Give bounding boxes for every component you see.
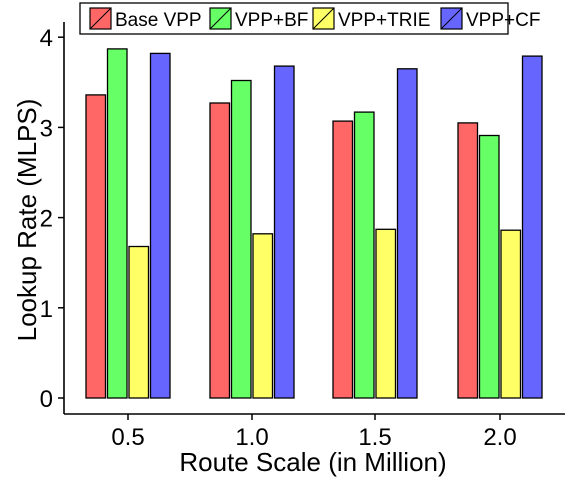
x-axis-label: Route Scale (in Million) bbox=[179, 447, 446, 477]
y-tick-label: 2 bbox=[40, 206, 53, 233]
bar-vpp-cf-0-5 bbox=[149, 52, 171, 399]
x-tick-label: 2.0 bbox=[483, 424, 516, 451]
bar-vpp-bf-0-5 bbox=[106, 48, 128, 399]
legend-label: VPP+CF bbox=[466, 10, 540, 31]
bar-vpp-cf-1-5 bbox=[396, 68, 418, 399]
bar-vpp-bf-1-5 bbox=[353, 111, 375, 399]
y-axis-label: Lookup Rate (MLPS) bbox=[12, 99, 42, 342]
bar-base-vpp-1-5 bbox=[332, 120, 354, 399]
legend-swatch-slash bbox=[440, 7, 463, 30]
legend: Base VPP VPP+BF VPP+TRIE VPP+CF bbox=[79, 2, 540, 35]
legend-swatch-slash bbox=[209, 7, 232, 30]
x-tick-label: 1.0 bbox=[235, 424, 268, 451]
x-axis-ticks: 0.5 1.0 1.5 2.0 bbox=[111, 414, 517, 451]
y-tick-label: 3 bbox=[40, 115, 53, 142]
x-tick-label: 1.5 bbox=[358, 424, 391, 451]
legend-label: VPP+TRIE bbox=[338, 10, 430, 31]
y-tick-label: 0 bbox=[40, 386, 53, 413]
legend-swatch-slash bbox=[312, 7, 335, 30]
legend-label: VPP+BF bbox=[235, 10, 308, 31]
legend-box bbox=[79, 2, 509, 35]
bar-vpp-trie-2-0 bbox=[500, 229, 522, 399]
x-tick-label: 0.5 bbox=[111, 424, 144, 451]
bar-base-vpp-0-5 bbox=[85, 94, 107, 399]
y-axis-ticks: 0 1 2 3 4 bbox=[40, 25, 64, 413]
legend-label: Base VPP bbox=[115, 10, 202, 31]
bar-vpp-cf-1-0 bbox=[273, 65, 295, 399]
bar-vpp-bf-1-0 bbox=[230, 79, 252, 399]
y-tick-label: 1 bbox=[40, 296, 53, 323]
bars-layer bbox=[85, 48, 543, 399]
bar-vpp-trie-1-5 bbox=[375, 228, 397, 399]
bar-vpp-bf-2-0 bbox=[478, 134, 500, 399]
bar-base-vpp-1-0 bbox=[209, 102, 231, 399]
legend-swatch-slash bbox=[89, 7, 112, 30]
bar-base-vpp-2-0 bbox=[457, 122, 479, 399]
bar-vpp-cf-2-0 bbox=[521, 55, 543, 399]
bar-vpp-trie-0-5 bbox=[128, 245, 150, 399]
y-tick-label: 4 bbox=[40, 25, 53, 52]
bar-vpp-trie-1-0 bbox=[252, 233, 274, 399]
